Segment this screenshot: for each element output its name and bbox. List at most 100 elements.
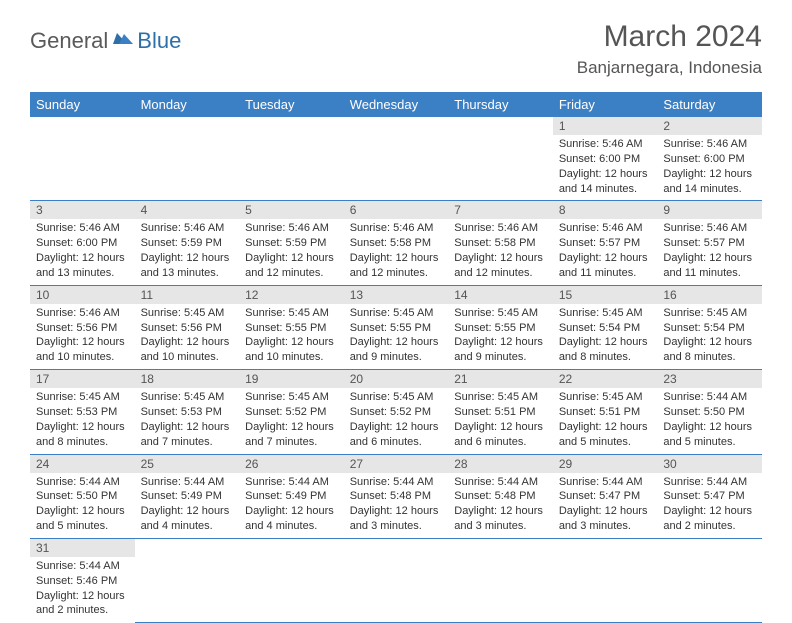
weekday-header-row: SundayMondayTuesdayWednesdayThursdayFrid… — [30, 92, 762, 117]
day-info: Sunrise: 5:45 AMSunset: 5:55 PMDaylight:… — [448, 304, 553, 369]
calendar-cell: 28Sunrise: 5:44 AMSunset: 5:48 PMDayligh… — [448, 454, 553, 538]
day-number: 19 — [239, 370, 344, 388]
day-number: 10 — [30, 286, 135, 304]
weekday-header: Saturday — [657, 92, 762, 117]
calendar-cell: 25Sunrise: 5:44 AMSunset: 5:49 PMDayligh… — [135, 454, 240, 538]
calendar-cell: 20Sunrise: 5:45 AMSunset: 5:52 PMDayligh… — [344, 370, 449, 454]
day-number: 28 — [448, 455, 553, 473]
calendar-cell: 5Sunrise: 5:46 AMSunset: 5:59 PMDaylight… — [239, 201, 344, 285]
day-number: 17 — [30, 370, 135, 388]
calendar-cell: 21Sunrise: 5:45 AMSunset: 5:51 PMDayligh… — [448, 370, 553, 454]
day-number: 9 — [657, 201, 762, 219]
calendar-cell-empty — [30, 117, 135, 201]
calendar-cell: 7Sunrise: 5:46 AMSunset: 5:58 PMDaylight… — [448, 201, 553, 285]
month-title: March 2024 — [577, 20, 762, 54]
day-info: Sunrise: 5:46 AMSunset: 5:56 PMDaylight:… — [30, 304, 135, 369]
day-number: 3 — [30, 201, 135, 219]
calendar-cell-empty — [135, 117, 240, 201]
day-info: Sunrise: 5:45 AMSunset: 5:54 PMDaylight:… — [553, 304, 658, 369]
calendar-cell-empty — [239, 117, 344, 201]
weekday-header: Sunday — [30, 92, 135, 117]
calendar-cell: 8Sunrise: 5:46 AMSunset: 5:57 PMDaylight… — [553, 201, 658, 285]
day-number: 27 — [344, 455, 449, 473]
day-info: Sunrise: 5:46 AMSunset: 6:00 PMDaylight:… — [30, 219, 135, 284]
calendar-cell: 13Sunrise: 5:45 AMSunset: 5:55 PMDayligh… — [344, 285, 449, 369]
title-area: March 2024 Banjarnegara, Indonesia — [577, 20, 762, 78]
day-number: 4 — [135, 201, 240, 219]
calendar-row: 24Sunrise: 5:44 AMSunset: 5:50 PMDayligh… — [30, 454, 762, 538]
day-info: Sunrise: 5:46 AMSunset: 6:00 PMDaylight:… — [553, 135, 658, 200]
location: Banjarnegara, Indonesia — [577, 58, 762, 78]
calendar-cell: 27Sunrise: 5:44 AMSunset: 5:48 PMDayligh… — [344, 454, 449, 538]
calendar-cell-empty — [135, 538, 240, 622]
day-info: Sunrise: 5:45 AMSunset: 5:52 PMDaylight:… — [344, 388, 449, 453]
calendar-cell-empty — [448, 538, 553, 622]
day-info: Sunrise: 5:46 AMSunset: 5:58 PMDaylight:… — [344, 219, 449, 284]
calendar-row: 31Sunrise: 5:44 AMSunset: 5:46 PMDayligh… — [30, 538, 762, 622]
calendar-cell: 9Sunrise: 5:46 AMSunset: 5:57 PMDaylight… — [657, 201, 762, 285]
day-info: Sunrise: 5:44 AMSunset: 5:48 PMDaylight:… — [448, 473, 553, 538]
day-number: 7 — [448, 201, 553, 219]
calendar-cell: 30Sunrise: 5:44 AMSunset: 5:47 PMDayligh… — [657, 454, 762, 538]
calendar-cell-empty — [239, 538, 344, 622]
calendar-cell: 24Sunrise: 5:44 AMSunset: 5:50 PMDayligh… — [30, 454, 135, 538]
day-number: 13 — [344, 286, 449, 304]
day-info: Sunrise: 5:44 AMSunset: 5:48 PMDaylight:… — [344, 473, 449, 538]
day-info: Sunrise: 5:45 AMSunset: 5:55 PMDaylight:… — [344, 304, 449, 369]
day-number: 24 — [30, 455, 135, 473]
weekday-header: Wednesday — [344, 92, 449, 117]
day-number: 14 — [448, 286, 553, 304]
calendar-cell: 19Sunrise: 5:45 AMSunset: 5:52 PMDayligh… — [239, 370, 344, 454]
calendar-cell-empty — [553, 538, 658, 622]
day-info: Sunrise: 5:45 AMSunset: 5:51 PMDaylight:… — [448, 388, 553, 453]
calendar-row: 1Sunrise: 5:46 AMSunset: 6:00 PMDaylight… — [30, 117, 762, 201]
day-number: 1 — [553, 117, 658, 135]
day-number: 12 — [239, 286, 344, 304]
day-number: 31 — [30, 539, 135, 557]
calendar-cell: 17Sunrise: 5:45 AMSunset: 5:53 PMDayligh… — [30, 370, 135, 454]
day-info: Sunrise: 5:46 AMSunset: 5:57 PMDaylight:… — [553, 219, 658, 284]
weekday-header: Monday — [135, 92, 240, 117]
day-info: Sunrise: 5:44 AMSunset: 5:49 PMDaylight:… — [135, 473, 240, 538]
calendar-cell: 22Sunrise: 5:45 AMSunset: 5:51 PMDayligh… — [553, 370, 658, 454]
day-info: Sunrise: 5:46 AMSunset: 5:57 PMDaylight:… — [657, 219, 762, 284]
calendar-cell: 26Sunrise: 5:44 AMSunset: 5:49 PMDayligh… — [239, 454, 344, 538]
calendar-cell: 3Sunrise: 5:46 AMSunset: 6:00 PMDaylight… — [30, 201, 135, 285]
calendar-table: SundayMondayTuesdayWednesdayThursdayFrid… — [30, 92, 762, 623]
day-info: Sunrise: 5:45 AMSunset: 5:53 PMDaylight:… — [135, 388, 240, 453]
day-number: 21 — [448, 370, 553, 388]
day-number: 25 — [135, 455, 240, 473]
calendar-cell: 6Sunrise: 5:46 AMSunset: 5:58 PMDaylight… — [344, 201, 449, 285]
day-info: Sunrise: 5:44 AMSunset: 5:49 PMDaylight:… — [239, 473, 344, 538]
day-info: Sunrise: 5:46 AMSunset: 6:00 PMDaylight:… — [657, 135, 762, 200]
calendar-cell-empty — [657, 538, 762, 622]
day-number: 8 — [553, 201, 658, 219]
logo-text-blue: Blue — [137, 28, 181, 54]
day-number: 11 — [135, 286, 240, 304]
calendar-cell: 11Sunrise: 5:45 AMSunset: 5:56 PMDayligh… — [135, 285, 240, 369]
calendar-cell: 2Sunrise: 5:46 AMSunset: 6:00 PMDaylight… — [657, 117, 762, 201]
day-info: Sunrise: 5:45 AMSunset: 5:55 PMDaylight:… — [239, 304, 344, 369]
calendar-cell: 23Sunrise: 5:44 AMSunset: 5:50 PMDayligh… — [657, 370, 762, 454]
day-number: 29 — [553, 455, 658, 473]
day-info: Sunrise: 5:46 AMSunset: 5:59 PMDaylight:… — [135, 219, 240, 284]
calendar-row: 3Sunrise: 5:46 AMSunset: 6:00 PMDaylight… — [30, 201, 762, 285]
calendar-cell: 15Sunrise: 5:45 AMSunset: 5:54 PMDayligh… — [553, 285, 658, 369]
day-number: 20 — [344, 370, 449, 388]
calendar-cell: 14Sunrise: 5:45 AMSunset: 5:55 PMDayligh… — [448, 285, 553, 369]
calendar-cell-empty — [344, 538, 449, 622]
header: General Blue March 2024 Banjarnegara, In… — [0, 0, 792, 86]
day-number: 15 — [553, 286, 658, 304]
logo-text-general: General — [30, 28, 108, 54]
calendar-cell: 4Sunrise: 5:46 AMSunset: 5:59 PMDaylight… — [135, 201, 240, 285]
day-info: Sunrise: 5:45 AMSunset: 5:52 PMDaylight:… — [239, 388, 344, 453]
day-info: Sunrise: 5:44 AMSunset: 5:47 PMDaylight:… — [657, 473, 762, 538]
calendar-cell: 29Sunrise: 5:44 AMSunset: 5:47 PMDayligh… — [553, 454, 658, 538]
day-number: 16 — [657, 286, 762, 304]
calendar-cell: 10Sunrise: 5:46 AMSunset: 5:56 PMDayligh… — [30, 285, 135, 369]
day-info: Sunrise: 5:44 AMSunset: 5:47 PMDaylight:… — [553, 473, 658, 538]
weekday-header: Thursday — [448, 92, 553, 117]
day-number: 5 — [239, 201, 344, 219]
day-info: Sunrise: 5:46 AMSunset: 5:59 PMDaylight:… — [239, 219, 344, 284]
weekday-header: Tuesday — [239, 92, 344, 117]
